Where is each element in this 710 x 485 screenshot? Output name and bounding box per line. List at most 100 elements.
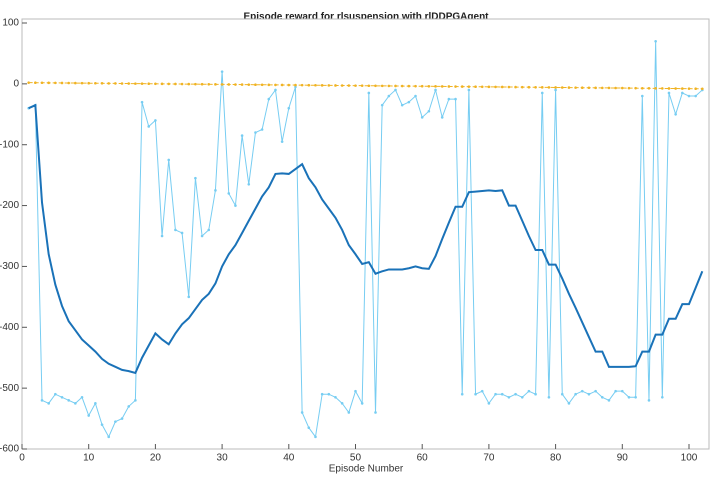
data-point	[40, 81, 44, 85]
data-point	[547, 395, 551, 399]
data-point	[514, 85, 517, 89]
data-point	[427, 84, 431, 88]
data-point	[520, 85, 524, 89]
data-point	[334, 395, 337, 399]
data-point	[634, 86, 637, 90]
data-point	[294, 83, 297, 87]
data-point	[447, 85, 451, 88]
data-point	[267, 83, 271, 87]
data-point	[454, 85, 457, 88]
data-point	[654, 39, 657, 43]
data-point	[574, 392, 577, 396]
x-tick-label: 90	[617, 453, 629, 464]
data-point	[641, 86, 644, 90]
data-point	[427, 109, 431, 113]
data-point	[400, 103, 404, 107]
data-point	[607, 399, 611, 402]
data-point	[280, 83, 284, 87]
data-point	[414, 84, 417, 88]
data-point	[260, 83, 264, 87]
data-point	[527, 389, 531, 393]
data-point	[240, 83, 244, 86]
data-point	[354, 84, 357, 87]
data-point	[254, 83, 257, 87]
data-point	[620, 86, 624, 90]
data-point	[500, 392, 504, 396]
data-point	[580, 86, 584, 89]
data-point	[387, 94, 391, 98]
data-point	[367, 84, 371, 88]
data-point	[180, 231, 184, 235]
data-point	[320, 392, 324, 396]
y-tick-label: -100	[0, 139, 19, 150]
data-point	[460, 85, 464, 88]
data-point	[554, 86, 557, 89]
data-point	[540, 86, 544, 89]
data-point	[674, 112, 677, 116]
data-point	[380, 103, 384, 107]
data-point	[154, 82, 157, 86]
data-point	[294, 85, 297, 89]
data-point	[260, 128, 264, 131]
data-point	[687, 87, 691, 90]
data-point	[407, 84, 411, 88]
data-point	[220, 83, 224, 86]
data-point	[520, 395, 524, 399]
x-tick-label: 80	[550, 453, 562, 464]
data-point	[140, 100, 144, 104]
y-tick-label: -500	[0, 383, 19, 394]
data-point	[467, 88, 471, 92]
y-tick-label: -200	[0, 200, 19, 211]
data-point	[87, 81, 90, 85]
data-point	[140, 82, 144, 85]
x-tick-label: 40	[283, 453, 295, 464]
data-point	[567, 86, 571, 89]
data-point	[60, 395, 64, 399]
data-point	[687, 94, 691, 98]
data-point	[80, 395, 84, 399]
data-point	[487, 402, 491, 405]
data-point	[200, 234, 204, 238]
data-point	[340, 84, 344, 87]
data-point	[634, 395, 637, 399]
data-point	[407, 100, 411, 104]
data-point	[134, 399, 137, 402]
data-point	[87, 414, 90, 417]
data-point	[167, 82, 171, 86]
data-point	[234, 83, 237, 86]
data-point	[587, 86, 591, 90]
data-point	[414, 94, 417, 98]
data-point	[207, 82, 211, 86]
data-point	[127, 82, 131, 85]
data-point	[394, 84, 397, 88]
data-point	[167, 158, 171, 162]
data-point	[654, 87, 657, 90]
data-point	[174, 82, 177, 86]
data-point	[180, 82, 184, 86]
series-line	[28, 103, 704, 375]
data-point	[681, 91, 684, 95]
data-point	[367, 91, 371, 95]
data-point	[661, 87, 664, 90]
data-point	[247, 83, 251, 86]
data-point	[54, 81, 57, 85]
data-point	[600, 86, 604, 90]
y-tick-label: 0	[13, 78, 19, 89]
data-point	[74, 402, 77, 405]
data-point	[107, 82, 111, 85]
data-point	[340, 402, 344, 405]
data-point	[400, 84, 404, 88]
data-point	[681, 87, 684, 90]
data-point	[607, 86, 611, 90]
data-point	[174, 228, 177, 232]
data-point	[194, 82, 197, 86]
data-point	[227, 83, 231, 86]
data-point	[94, 402, 97, 405]
data-point	[67, 81, 70, 85]
data-point	[547, 86, 551, 89]
data-point	[300, 411, 304, 414]
data-point	[434, 85, 437, 88]
data-point	[567, 402, 571, 405]
data-point	[227, 192, 231, 195]
y-tick-label: -600	[0, 444, 19, 455]
